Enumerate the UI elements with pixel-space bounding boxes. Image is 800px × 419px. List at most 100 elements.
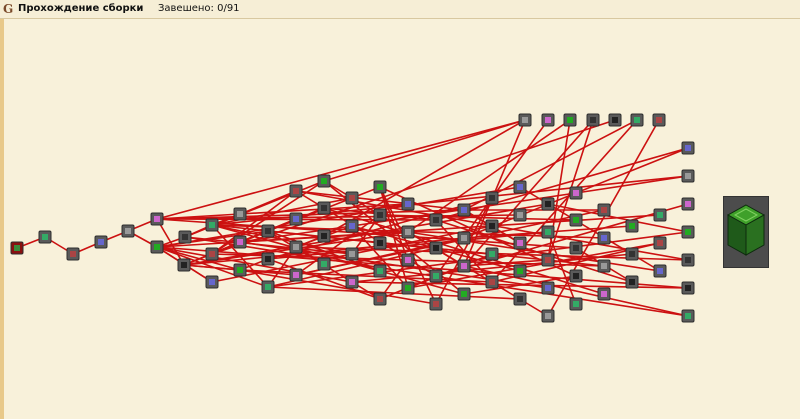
quest-node[interactable] — [345, 275, 359, 289]
quest-node[interactable] — [178, 230, 192, 244]
quest-node[interactable] — [205, 218, 219, 232]
quest-node[interactable] — [681, 281, 695, 295]
quest-item-icon — [685, 145, 691, 151]
quest-item-icon — [349, 195, 355, 201]
quest-node[interactable] — [518, 113, 532, 127]
quest-node[interactable] — [373, 180, 387, 194]
quest-node[interactable] — [457, 203, 471, 217]
quest-node[interactable] — [401, 281, 415, 295]
quest-node[interactable] — [513, 236, 527, 250]
quest-node[interactable] — [38, 230, 52, 244]
quest-node[interactable] — [373, 292, 387, 306]
quest-node[interactable] — [289, 212, 303, 226]
quest-node[interactable] — [625, 275, 639, 289]
quest-node[interactable] — [457, 231, 471, 245]
quest-node[interactable] — [541, 253, 555, 267]
quest-node[interactable] — [289, 268, 303, 282]
quest-node[interactable] — [205, 247, 219, 261]
quest-node[interactable] — [653, 236, 667, 250]
quest-node[interactable] — [233, 207, 247, 221]
quest-node[interactable] — [401, 197, 415, 211]
quest-node[interactable] — [597, 287, 611, 301]
quest-node[interactable] — [541, 113, 555, 127]
quest-node[interactable] — [289, 184, 303, 198]
quest-node[interactable] — [261, 280, 275, 294]
quest-node[interactable] — [345, 247, 359, 261]
quest-node[interactable] — [457, 287, 471, 301]
quest-node[interactable] — [625, 247, 639, 261]
quest-node[interactable] — [429, 213, 443, 227]
quest-node[interactable] — [345, 219, 359, 233]
quest-node[interactable] — [597, 203, 611, 217]
quest-node[interactable] — [485, 219, 499, 233]
quest-node[interactable] — [485, 191, 499, 205]
quest-node[interactable] — [569, 186, 583, 200]
quest-node[interactable] — [485, 275, 499, 289]
quest-node[interactable] — [373, 208, 387, 222]
quest-node[interactable] — [541, 225, 555, 239]
quest-node[interactable] — [586, 113, 600, 127]
quest-node[interactable] — [513, 180, 527, 194]
quest-node[interactable] — [625, 219, 639, 233]
quest-node[interactable] — [317, 174, 331, 188]
quest-node[interactable] — [94, 235, 108, 249]
quest-node[interactable] — [317, 257, 331, 271]
quest-dependency-line — [267, 286, 521, 300]
quest-item-icon — [545, 257, 551, 263]
quest-node[interactable] — [121, 224, 135, 238]
quest-node[interactable] — [681, 225, 695, 239]
quest-item-icon — [685, 229, 691, 235]
quest-dependency-line — [323, 119, 526, 182]
quest-node[interactable] — [630, 113, 644, 127]
quest-node[interactable] — [429, 297, 443, 311]
quest-node[interactable] — [681, 309, 695, 323]
quest-node[interactable] — [569, 269, 583, 283]
quest-item-icon — [545, 285, 551, 291]
quest-node[interactable] — [681, 169, 695, 183]
quest-item-icon — [349, 223, 355, 229]
quest-item-icon — [405, 285, 411, 291]
quest-node[interactable] — [317, 201, 331, 215]
quest-node[interactable] — [177, 258, 191, 272]
quest-node[interactable] — [429, 241, 443, 255]
quest-node[interactable] — [513, 264, 527, 278]
quest-node[interactable] — [541, 197, 555, 211]
quest-node[interactable] — [289, 240, 303, 254]
quest-node[interactable] — [10, 241, 24, 255]
quest-node[interactable] — [401, 225, 415, 239]
quest-node[interactable] — [373, 264, 387, 278]
quest-node[interactable] — [66, 247, 80, 261]
quest-node[interactable] — [205, 275, 219, 289]
quest-node[interactable] — [681, 253, 695, 267]
quest-node[interactable] — [569, 297, 583, 311]
quest-node[interactable] — [569, 241, 583, 255]
quest-node[interactable] — [681, 141, 695, 155]
quest-node[interactable] — [541, 309, 555, 323]
quest-node[interactable] — [261, 224, 275, 238]
quest-node[interactable] — [513, 292, 527, 306]
reward-item[interactable] — [723, 196, 769, 268]
quest-node[interactable] — [485, 247, 499, 261]
quest-node[interactable] — [345, 191, 359, 205]
quest-node[interactable] — [150, 212, 164, 226]
quest-node[interactable] — [233, 263, 247, 277]
quest-node[interactable] — [563, 113, 577, 127]
quest-node[interactable] — [653, 264, 667, 278]
quest-node[interactable] — [150, 240, 164, 254]
quest-node[interactable] — [653, 208, 667, 222]
quest-node[interactable] — [569, 213, 583, 227]
quest-node[interactable] — [261, 252, 275, 266]
quest-node[interactable] — [429, 269, 443, 283]
quest-node[interactable] — [652, 113, 666, 127]
quest-node[interactable] — [373, 236, 387, 250]
quest-node[interactable] — [597, 259, 611, 273]
quest-node[interactable] — [513, 208, 527, 222]
quest-node[interactable] — [401, 253, 415, 267]
quest-node[interactable] — [681, 197, 695, 211]
quest-node[interactable] — [597, 231, 611, 245]
quest-node[interactable] — [457, 259, 471, 273]
quest-node[interactable] — [233, 235, 247, 249]
quest-node[interactable] — [541, 281, 555, 295]
quest-node[interactable] — [317, 229, 331, 243]
quest-node[interactable] — [608, 113, 622, 127]
